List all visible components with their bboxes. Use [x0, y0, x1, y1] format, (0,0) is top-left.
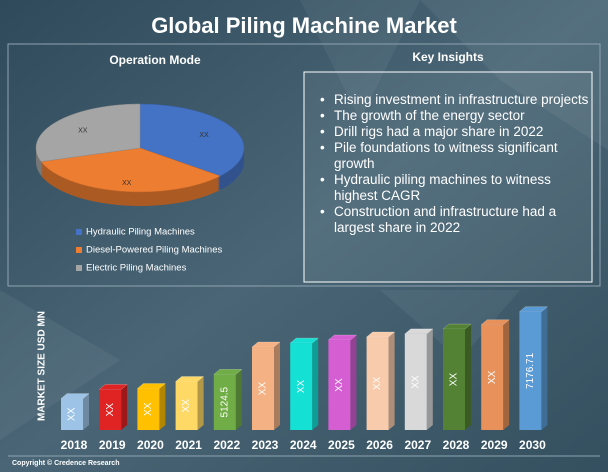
y-axis-label: MARKET SIZE USD MN — [37, 311, 48, 421]
bar — [366, 336, 389, 430]
bar-value-label: XX — [449, 373, 460, 387]
bar-side — [159, 383, 166, 430]
bar — [404, 333, 427, 430]
bar-value-label: XX — [487, 370, 498, 384]
insight-item: Construction and infrastructure had a la… — [320, 204, 590, 236]
bar-side — [274, 342, 280, 430]
x-tick-label: 2018 — [61, 438, 88, 452]
copyright: Copyright © Credence Research — [12, 459, 119, 467]
bar-side — [465, 324, 471, 430]
bar — [137, 388, 160, 430]
x-tick-label: 2028 — [443, 438, 470, 452]
decor — [0, 290, 120, 440]
insight-item: Pile foundations to witness significant … — [320, 140, 590, 172]
x-tick-label: 2021 — [175, 438, 202, 452]
pie-slice — [139, 103, 245, 177]
bar-value-label: XX — [143, 402, 154, 416]
bar-side — [83, 393, 89, 430]
insight-item: Rising investment in infrastructure proj… — [320, 92, 590, 108]
bar-side — [312, 338, 319, 430]
bar-value-label: XX — [372, 376, 383, 390]
pie-title: Operation Mode — [109, 53, 201, 67]
bar-side — [197, 376, 204, 430]
bar-value-label: XX — [296, 380, 307, 394]
pie-slice — [40, 147, 221, 193]
legend-label: Electric Piling Machines — [86, 263, 187, 274]
x-tick-label: 2024 — [290, 438, 317, 452]
bar — [99, 389, 122, 430]
bar — [213, 374, 236, 430]
insights-list: Rising investment in infrastructure proj… — [306, 92, 590, 236]
x-tick-label: 2023 — [252, 438, 279, 452]
pie-slice — [35, 103, 141, 162]
legend-swatch — [76, 247, 82, 253]
x-tick-label: 2030 — [519, 438, 546, 452]
x-tick-label: 2027 — [404, 438, 431, 452]
x-tick-label: 2020 — [137, 438, 164, 452]
pie-value-label: XX — [78, 127, 88, 134]
bar-side — [388, 331, 395, 430]
legend-label: Diesel-Powered Piling Machines — [86, 245, 222, 256]
bar-value-label: XX — [105, 403, 116, 417]
pie-value-label: XX — [199, 132, 209, 139]
pie-value-label: XX — [122, 180, 132, 187]
decor — [300, 0, 420, 120]
insights-title: Key Insights — [412, 50, 484, 64]
bar — [519, 311, 542, 430]
bar — [175, 381, 198, 430]
bar-value-label: XX — [67, 407, 78, 421]
top-panel — [7, 43, 601, 287]
bar-value-label: 7176.71 — [525, 352, 536, 389]
bar-side — [235, 369, 242, 430]
bar-side — [503, 319, 510, 430]
bar-side — [541, 306, 548, 430]
x-tick-label: 2029 — [481, 438, 508, 452]
bar-value-label: XX — [334, 378, 345, 392]
x-tick-label: 2026 — [366, 438, 393, 452]
insight-item: Hydraulic piling machines to witness hig… — [320, 172, 590, 204]
bar-side — [121, 384, 128, 430]
bar — [328, 340, 351, 430]
x-tick-label: 2022 — [213, 438, 240, 452]
bar — [61, 398, 83, 430]
bar — [252, 347, 274, 430]
x-tick-label: 2025 — [328, 438, 355, 452]
bar — [443, 329, 465, 430]
insight-item: The growth of the energy sector — [320, 108, 590, 124]
legend-swatch — [76, 265, 82, 271]
bar — [290, 343, 313, 430]
legend-label: Hydraulic Piling Machines — [86, 227, 195, 238]
bar-side — [350, 335, 357, 430]
x-tick-label: 2019 — [99, 438, 126, 452]
bar-value-label: XX — [181, 399, 192, 413]
legend-swatch — [76, 229, 82, 235]
bar-side — [426, 328, 433, 430]
bar-value-label: XX — [258, 382, 269, 396]
title: Global Piling Machine Market — [151, 13, 457, 38]
bar — [481, 324, 504, 430]
insight-item: Drill rigs had a major share in 2022 — [320, 124, 590, 140]
bar-value-label: XX — [410, 375, 421, 389]
bar-value-label: 5124.5 — [219, 386, 230, 417]
